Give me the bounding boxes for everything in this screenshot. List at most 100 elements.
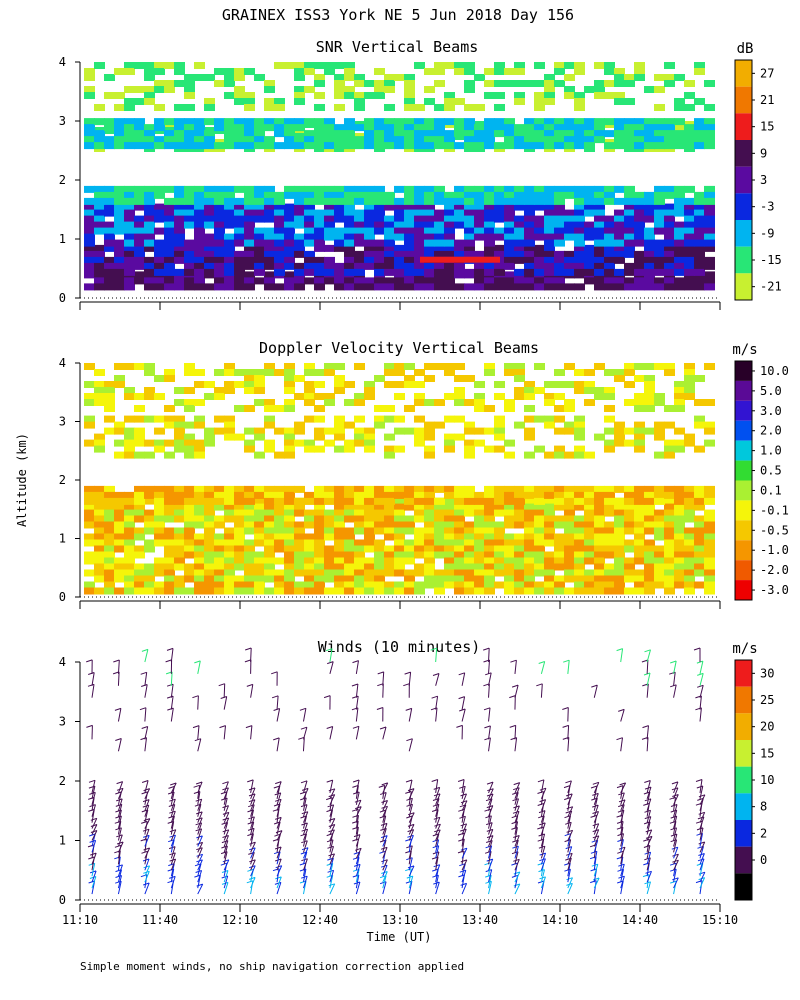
wind-barb-flag	[273, 785, 280, 789]
heatmap-cell	[694, 124, 705, 132]
heatmap-cell	[674, 142, 685, 150]
heatmap-cell	[634, 68, 645, 75]
wind-barb	[620, 864, 625, 877]
heatmap-cell	[594, 485, 605, 493]
wind-barb	[488, 815, 492, 829]
heatmap-cell	[234, 485, 245, 493]
heatmap-cell	[424, 124, 435, 132]
wind-barb	[117, 738, 122, 752]
heatmap-cell	[604, 491, 615, 499]
heatmap-cell	[124, 124, 135, 132]
heatmap-cell	[654, 227, 665, 235]
heatmap-cell	[414, 581, 425, 589]
heatmap-cell	[624, 197, 635, 205]
wind-barb-flag	[326, 839, 334, 843]
heatmap-cell	[664, 563, 675, 571]
heatmap-cell	[404, 277, 415, 285]
heatmap-cell	[384, 262, 395, 270]
heatmap-cell	[414, 485, 425, 493]
heatmap-cell	[484, 118, 495, 126]
heatmap-cell	[104, 209, 115, 217]
heatmap-cell	[654, 515, 665, 523]
heatmap-cell	[324, 277, 335, 285]
heatmap-cell	[434, 521, 445, 529]
wind-barb-flag	[249, 841, 256, 845]
heatmap-cell	[634, 491, 645, 499]
heatmap-cell	[604, 62, 615, 69]
heatmap-cell	[584, 381, 595, 388]
heatmap-cell	[374, 563, 385, 571]
wind-barb-flag	[696, 827, 704, 831]
heatmap-cell	[284, 209, 295, 217]
heatmap-cell	[234, 563, 245, 571]
heatmap-cell	[394, 130, 405, 138]
heatmap-cell	[314, 215, 325, 223]
heatmap-cell	[384, 451, 395, 459]
wind-barb-flag	[406, 857, 413, 861]
heatmap-cell	[674, 527, 685, 535]
heatmap-cell	[354, 104, 365, 111]
wind-barb	[646, 871, 652, 883]
heatmap-cell	[664, 136, 675, 144]
heatmap-cell	[464, 581, 475, 589]
heatmap-cell	[474, 185, 485, 193]
heatmap-cell	[354, 250, 365, 258]
heatmap-cell	[634, 545, 645, 553]
wind-barb	[646, 810, 651, 823]
heatmap-cell	[134, 191, 145, 199]
heatmap-cell	[204, 268, 215, 276]
wind-barb	[355, 827, 359, 841]
wind-barb	[117, 850, 121, 865]
heatmap-cell	[374, 491, 385, 499]
colorbar-label: 1.0	[760, 444, 782, 458]
heatmap-cell	[144, 136, 155, 144]
heatmap-cell	[114, 283, 125, 291]
heatmap-cell	[164, 250, 175, 258]
heatmap-cell	[374, 277, 385, 285]
heatmap-cell	[254, 497, 265, 505]
heatmap-cell	[614, 557, 625, 565]
heatmap-cell	[174, 256, 185, 264]
heatmap-cell	[244, 587, 255, 595]
wind-barb	[170, 846, 176, 859]
heatmap-cell	[674, 563, 685, 571]
heatmap-cell	[674, 503, 685, 511]
heatmap-cell	[134, 509, 145, 517]
heatmap-cell	[114, 539, 125, 547]
wind-barb	[514, 815, 519, 829]
wind-barb	[673, 853, 679, 865]
heatmap-cell	[184, 491, 195, 499]
heatmap-cell	[514, 239, 525, 247]
heatmap-cell	[114, 533, 125, 541]
heatmap-cell	[464, 80, 475, 87]
heatmap-cell	[124, 415, 135, 423]
heatmap-cell	[144, 124, 155, 132]
heatmap-cell	[414, 399, 425, 406]
heatmap-cell	[344, 497, 355, 505]
wind-barb	[488, 683, 490, 698]
heatmap-cell	[384, 221, 395, 229]
wind-barb	[435, 793, 441, 805]
heatmap-cell	[374, 551, 385, 559]
heatmap-cell	[694, 191, 705, 199]
heatmap-cell	[664, 185, 675, 193]
heatmap-cell	[664, 277, 675, 285]
wind-barb	[408, 845, 413, 859]
heatmap-cell	[684, 130, 695, 138]
heatmap-cell	[424, 569, 435, 577]
wind-barb	[488, 805, 494, 817]
heatmap-cell	[564, 227, 575, 235]
heatmap-cell	[574, 427, 585, 435]
heatmap-cell	[684, 124, 695, 132]
heatmap-cell	[124, 509, 135, 517]
heatmap-cell	[494, 509, 505, 517]
heatmap-cell	[294, 533, 305, 541]
heatmap-cell	[584, 209, 595, 217]
heatmap-cell	[534, 533, 545, 541]
winds-panel-title: Winds (10 minutes)	[318, 638, 481, 656]
heatmap-cell	[694, 239, 705, 247]
heatmap-cell	[524, 451, 535, 459]
wind-barb	[329, 870, 335, 883]
heatmap-cell	[354, 539, 365, 547]
heatmap-cell	[354, 491, 365, 499]
